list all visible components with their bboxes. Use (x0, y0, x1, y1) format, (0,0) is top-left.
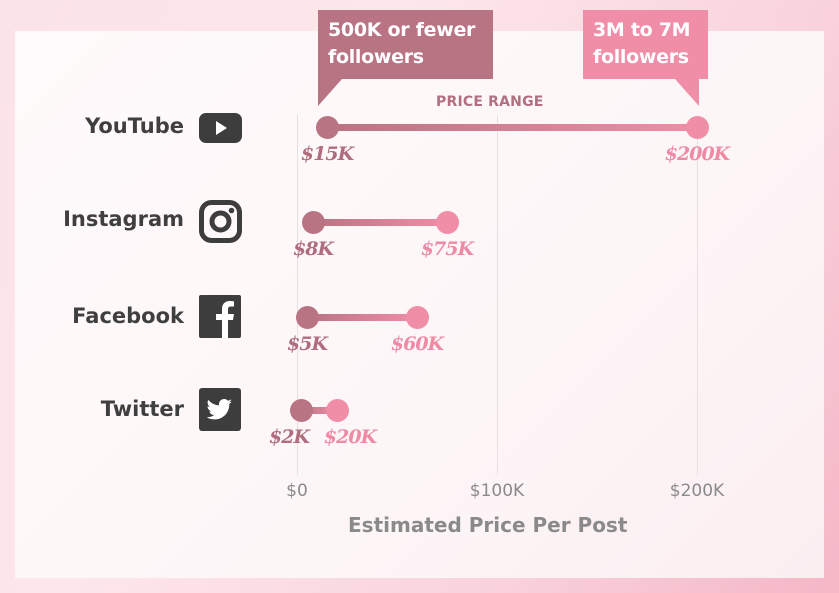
tick-label-100k: $100K (469, 481, 525, 501)
dot-min-youtube (316, 116, 339, 139)
gridline-200k (697, 115, 698, 475)
value-max-instagram: $75K (420, 238, 474, 260)
dot-min-twitter (290, 399, 313, 422)
gridline-100k (497, 115, 498, 475)
youtube-icon (199, 111, 242, 154)
price-range-label: PRICE RANGE (436, 94, 544, 110)
facebook-icon (199, 295, 242, 338)
callout-high-line2: followers (593, 46, 689, 68)
dot-max-twitter (326, 399, 349, 422)
value-max-twitter: $20K (323, 426, 377, 448)
platform-label-instagram: Instagram (63, 207, 184, 231)
range-bar-facebook (307, 314, 417, 321)
dot-max-youtube (686, 116, 709, 139)
value-min-twitter: $2K (269, 426, 310, 448)
range-bar-youtube (327, 124, 697, 131)
callout-low-tail (318, 79, 342, 106)
value-min-youtube: $15K (300, 143, 354, 165)
platform-label-facebook: Facebook (72, 304, 184, 328)
callout-high-line1: 3M to 7M (593, 19, 691, 41)
callout-low-line2: followers (328, 46, 424, 68)
tick-label-200k: $200K (669, 481, 725, 501)
range-bar-instagram (313, 219, 447, 226)
range-bar-twitter (301, 407, 337, 414)
value-max-youtube: $200K (664, 143, 730, 165)
instagram-icon (199, 200, 242, 243)
callout-low-followers: 500K or fewer followers (318, 10, 493, 79)
value-max-facebook: $60K (390, 333, 444, 355)
dot-min-facebook (296, 306, 319, 329)
tick-label-0: $0 (286, 481, 308, 501)
dot-max-facebook (406, 306, 429, 329)
gridline-0 (297, 115, 298, 475)
platform-label-youtube: YouTube (85, 114, 184, 138)
dot-max-instagram (436, 211, 459, 234)
value-min-facebook: $5K (287, 333, 328, 355)
value-min-instagram: $8K (293, 238, 334, 260)
callout-high-tail (675, 79, 699, 106)
x-axis-title: Estimated Price Per Post (348, 513, 628, 537)
platform-label-twitter: Twitter (100, 397, 184, 421)
dot-min-instagram (302, 211, 325, 234)
twitter-icon (199, 388, 242, 431)
callout-high-followers: 3M to 7M followers (583, 10, 708, 79)
callout-low-line1: 500K or fewer (328, 19, 476, 41)
